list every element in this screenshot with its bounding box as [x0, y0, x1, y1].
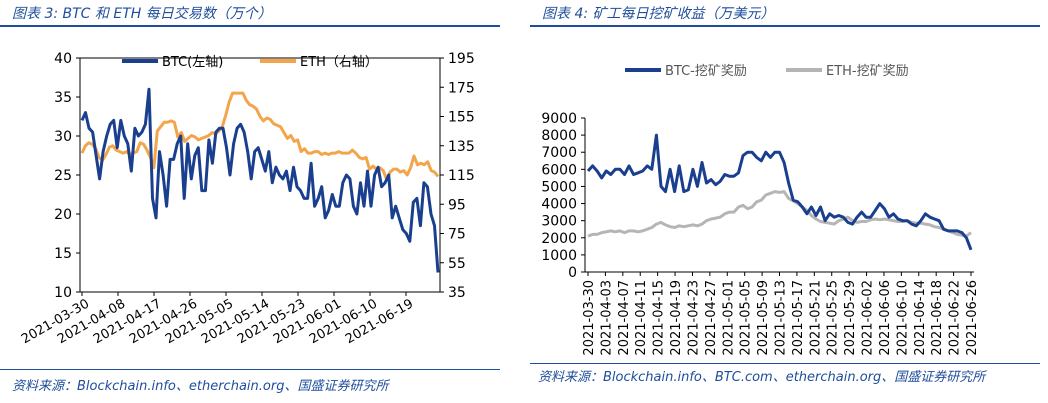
x-axis-tick-label: 2021-04-27: [704, 280, 719, 356]
legend-btc-label: BTC(左轴): [162, 55, 223, 70]
right-axis-tick-label: 115: [448, 168, 475, 184]
y-axis-tick-label: 7000: [541, 145, 577, 161]
x-axis-tick-label: 2021-06-02: [861, 280, 876, 356]
legend-eth-reward-label: ETH-挖矿奖励: [826, 64, 909, 79]
x-axis-tick-label: 2021-06-18: [930, 280, 945, 356]
y-axis-tick-label: 8000: [541, 128, 577, 144]
y-axis-tick-label: 3000: [541, 214, 577, 230]
x-axis-tick-label: 2021-06-22: [948, 280, 963, 356]
btc-reward-series-line: [586, 133, 973, 251]
x-axis-tick-label: 2021-06-14: [913, 280, 928, 356]
left-chart: 1015202530354035557595115135155175195202…: [19, 51, 475, 347]
right-axis-tick-label: 195: [448, 51, 475, 67]
right-axis-tick-label: 95: [448, 197, 466, 213]
y-axis-tick-label: 4000: [541, 197, 577, 213]
right-title-rule: [530, 25, 1040, 27]
right-axis-tick-label: 175: [448, 80, 475, 96]
x-axis-tick-label: 2021-05-21: [808, 280, 823, 356]
x-axis-tick-label: 2021-04-15: [652, 280, 667, 356]
x-axis-tick-label: 2021-05-29: [843, 280, 858, 356]
x-axis-tick-label: 2021-05-09: [756, 280, 771, 356]
eth-reward-series-line: [587, 190, 972, 238]
left-panel: 图表 3: BTC 和 ETH 每日交易数（万个） 10 15 20 25 30 35 40…: [0, 0, 514, 403]
right-source-rule: [530, 363, 1040, 364]
y-axis-tick-label: 2000: [541, 231, 577, 247]
y-axis-tick-label: 0: [568, 265, 577, 281]
left-axis-tick-label: 10: [54, 285, 72, 301]
right-source-note: 资料来源：Blockchain.info、BTC.com、etherchain.…: [538, 370, 986, 385]
left-source-note: 资料来源：Blockchain.info、etherchain.org、国盛证券…: [12, 379, 389, 394]
legend-btc-reward-label: BTC-挖矿奖励: [665, 64, 747, 79]
x-axis-tick-label: 2021-04-23: [686, 280, 701, 356]
right-axis-tick-label: 155: [448, 110, 475, 126]
x-axis-tick-label: 2021-05-25: [826, 280, 841, 356]
right-axis-tick-label: 135: [448, 139, 475, 155]
x-axis-tick-label: 2021-05-01: [721, 280, 736, 356]
legend-eth-label: ETH（右轴）: [300, 55, 378, 70]
left-axis-tick-label: 30: [54, 129, 72, 145]
right-chart-title: 图表 4: 矿工每日挖矿收益（万美元）: [542, 6, 775, 22]
right-panel: 图表 4: 矿工每日挖矿收益（万美元） 0 1000 2000 3000 4000 500…: [530, 0, 1048, 403]
x-axis-tick-label: 2021-05-17: [791, 280, 806, 356]
x-axis-tick-label: 2021-06-06: [878, 280, 893, 356]
y-axis-tick-label: 5000: [541, 179, 577, 195]
y-axis-tick-label: 6000: [541, 162, 577, 178]
x-axis-tick-label: 2021-04-11: [634, 280, 649, 356]
left-axis-tick-label: 20: [54, 207, 72, 223]
left-axis-tick-label: 40: [54, 51, 72, 67]
x-axis-tick-label: 2021-05-05: [739, 280, 754, 356]
x-axis-tick-label: 2021-04-03: [599, 280, 614, 356]
left-title-rule: [0, 25, 500, 27]
btc-series-line: [80, 87, 440, 273]
y-axis-tick-label: 1000: [541, 248, 577, 264]
left-axis-tick-label: 15: [54, 246, 72, 262]
right-axis-tick-label: 55: [448, 256, 466, 272]
left-chart-title: 图表 3: BTC 和 ETH 每日交易数（万个）: [12, 6, 272, 22]
left-axis-tick-label: 35: [54, 90, 72, 106]
x-axis-tick-label: 2021-06-26: [965, 280, 980, 356]
x-axis-tick-label: 2021-06-10: [895, 280, 910, 356]
left-axis-tick-label: 25: [54, 168, 72, 184]
x-axis-tick-label: 2021-05-13: [774, 280, 789, 356]
x-axis-tick-label: 2021-03-30: [582, 280, 597, 356]
right-axis-tick-label: 75: [448, 227, 466, 243]
right-axis-tick-label: 35: [448, 285, 466, 301]
y-axis-tick-label: 9000: [541, 111, 577, 127]
x-axis-tick-label: 2021-04-07: [617, 280, 632, 356]
x-axis-tick-label: 2021-04-19: [669, 280, 684, 356]
left-source-rule: [0, 369, 500, 370]
